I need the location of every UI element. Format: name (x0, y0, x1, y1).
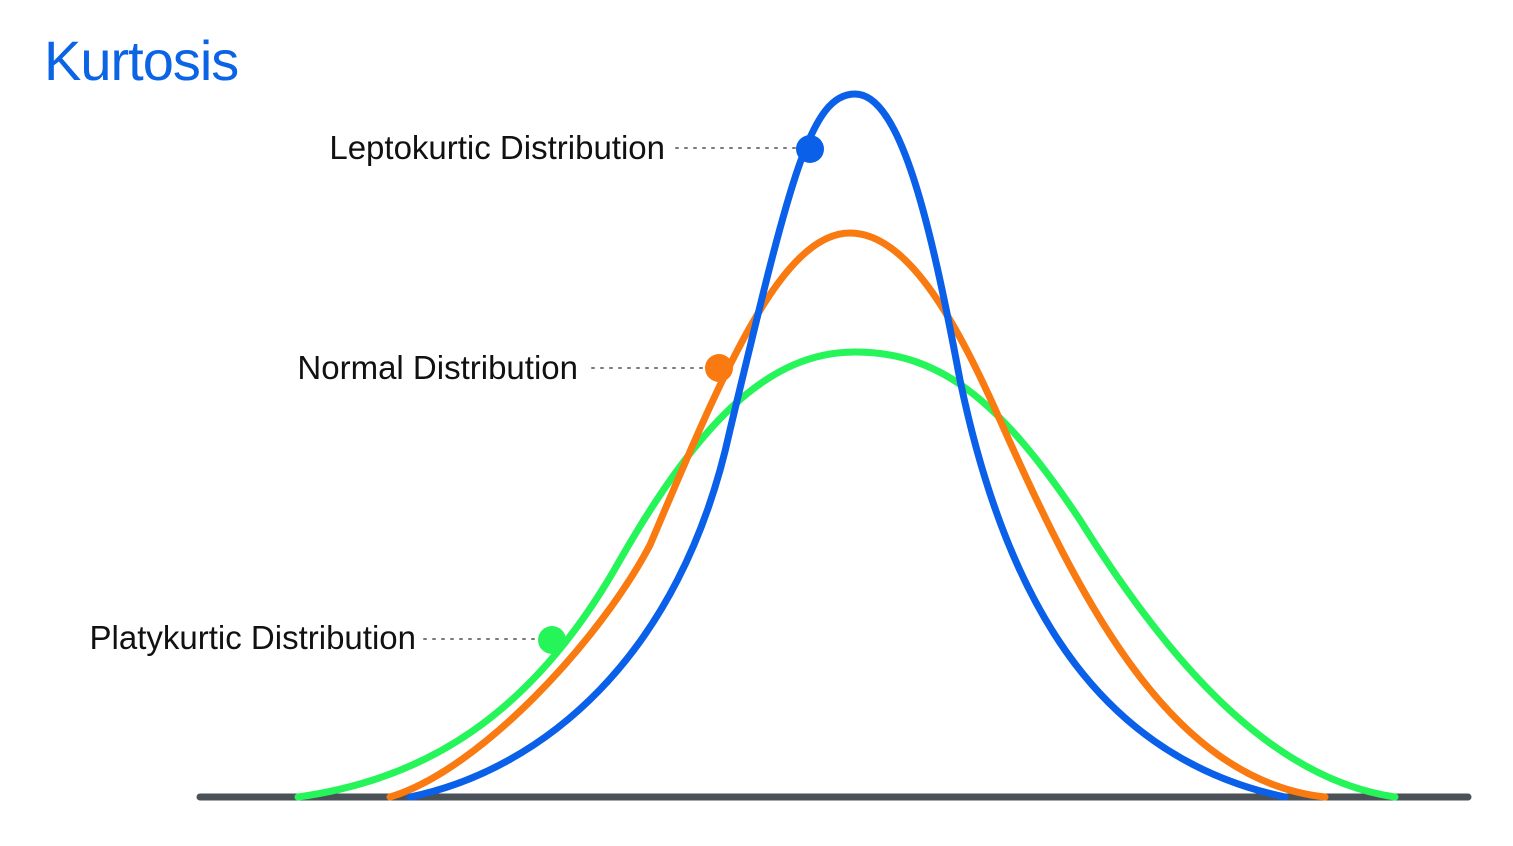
normal-marker-dot (705, 354, 733, 382)
platykurtic-curve (294, 348, 1399, 801)
platykurtic-marker-dot (538, 626, 566, 654)
leptokurtic-label: Leptokurtic Distribution (329, 129, 665, 166)
platykurtic-label: Platykurtic Distribution (90, 619, 416, 656)
leptokurtic-marker-dot (796, 135, 824, 163)
normal-curve (386, 229, 1329, 801)
leptokurtic-curve (406, 90, 1289, 801)
normal-label: Normal Distribution (297, 349, 578, 386)
page-title: Kurtosis (44, 29, 239, 92)
